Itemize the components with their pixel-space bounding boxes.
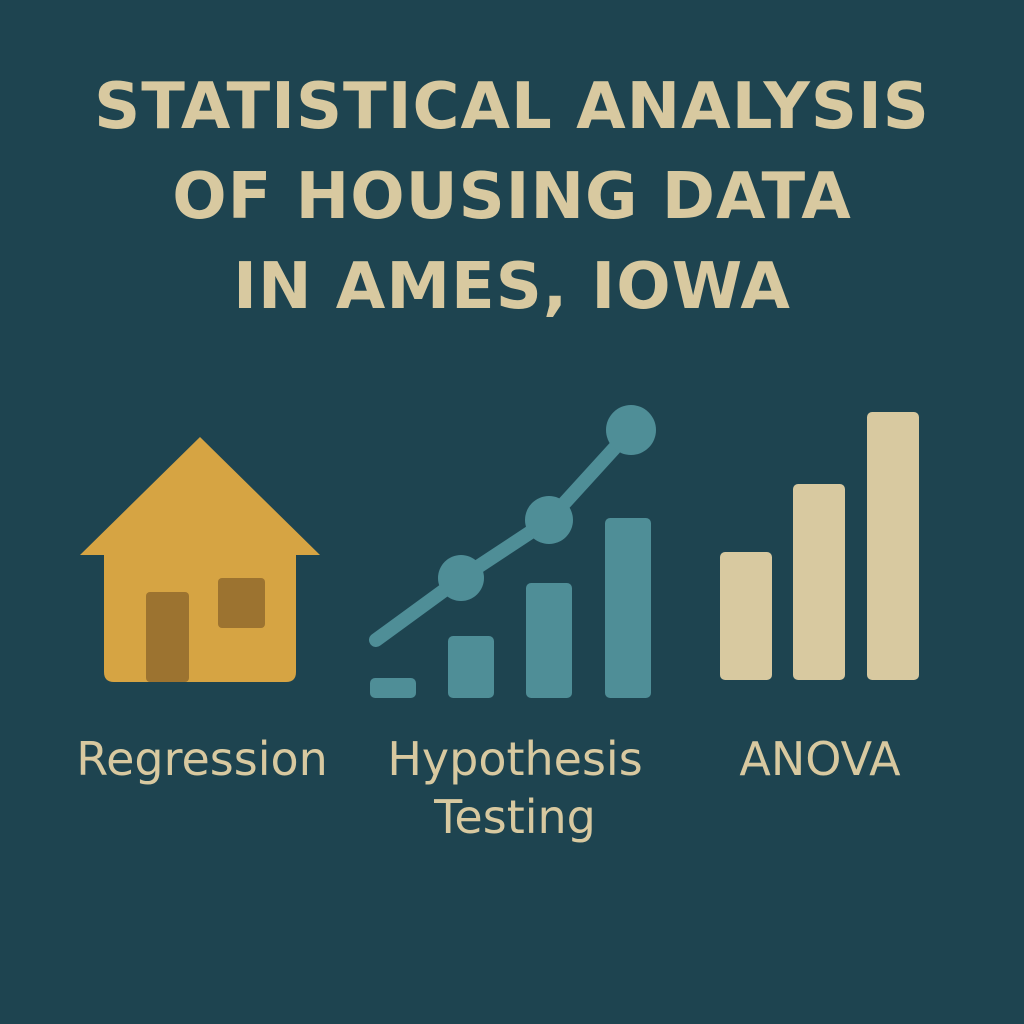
regression-label-text: Regression [76, 732, 328, 786]
anova-label: ANOVA [700, 730, 940, 788]
anova-label-text: ANOVA [739, 732, 901, 786]
bar-chart-icon [720, 412, 919, 680]
hypothesis-label-line-2: Testing [434, 790, 596, 844]
hypothesis-label-line-1: Hypothesis [387, 732, 643, 786]
title-line-1: STATISTICAL ANALYSIS [94, 70, 930, 144]
house-icon [80, 437, 320, 682]
rising-bar-line-icon [369, 405, 656, 698]
page-title: STATISTICAL ANALYSIS OF HOUSING DATA IN … [0, 62, 1024, 332]
regression-label: Regression [62, 730, 342, 788]
title-line-3: IN AMES, IOWA [233, 250, 791, 324]
hypothesis-testing-label: Hypothesis Testing [355, 730, 675, 846]
title-line-2: OF HOUSING DATA [172, 160, 852, 234]
